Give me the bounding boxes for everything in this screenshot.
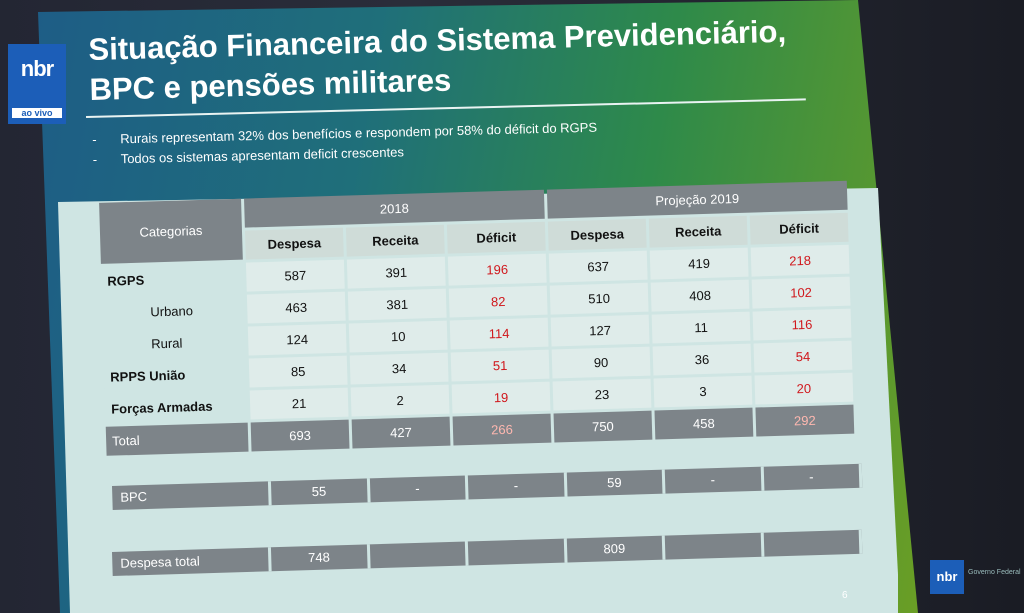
financial-table: Categorias 2018 Projeção 2019 Despesa Re… — [96, 178, 857, 459]
nbr-bottom-logo: nbr — [930, 560, 964, 594]
cell: 510 — [549, 282, 649, 315]
cell: 2 — [350, 384, 450, 417]
cell-deficit: 51 — [450, 349, 550, 382]
cell-deficit: 292 — [755, 404, 855, 437]
bottom-logo-text: Governo Federal — [968, 569, 1021, 576]
cell: 637 — [548, 250, 648, 283]
cell: 59 — [566, 469, 666, 497]
header-projecao-2019: Projeção 2019 — [546, 180, 848, 219]
col-header: Receita — [345, 224, 445, 257]
slide-page-number: 6 — [842, 590, 848, 601]
cell: 748 — [270, 544, 371, 572]
cell: 587 — [245, 259, 345, 292]
cell: 90 — [551, 346, 651, 379]
cell: 3 — [653, 375, 753, 408]
cell — [664, 532, 764, 560]
cell: 10 — [348, 320, 448, 353]
col-header: Despesa — [244, 227, 344, 260]
cell — [467, 538, 568, 566]
cell — [763, 529, 863, 557]
cell: 127 — [550, 314, 650, 347]
cell: - — [763, 463, 863, 491]
col-header: Receita — [648, 215, 748, 248]
cell: 458 — [654, 407, 754, 440]
cell-deficit: 82 — [448, 285, 548, 318]
nbr-live-logo: nbr ao vivo — [8, 44, 66, 124]
cell: 55 — [270, 478, 371, 506]
cell: 408 — [650, 279, 750, 312]
cell: 124 — [247, 323, 347, 356]
cell: 750 — [553, 410, 653, 443]
row-label: RPPS União — [103, 358, 247, 392]
cell: 427 — [351, 416, 451, 449]
cell-deficit: 196 — [447, 253, 547, 286]
cell-deficit: 20 — [754, 372, 854, 405]
cell: - — [467, 472, 568, 500]
cell-deficit: 218 — [750, 244, 850, 277]
row-label: Total — [105, 422, 249, 456]
cell: 11 — [651, 311, 751, 344]
cell-deficit: 102 — [751, 276, 851, 309]
cell: 809 — [566, 535, 666, 563]
cell-deficit: 19 — [451, 381, 551, 414]
cell: 85 — [248, 355, 348, 388]
cell: 21 — [249, 387, 349, 420]
cell: - — [369, 475, 469, 503]
col-header: Déficit — [446, 221, 546, 254]
row-label: Rural — [102, 326, 246, 360]
cell-deficit: 54 — [753, 340, 853, 373]
row-label: Urbano — [101, 294, 245, 328]
row-label: RGPS — [100, 262, 244, 296]
cell: 693 — [250, 419, 350, 452]
cell — [369, 541, 469, 569]
cell: 391 — [346, 256, 446, 289]
col-header: Déficit — [749, 212, 849, 245]
cell: 23 — [552, 378, 652, 411]
cell: 419 — [649, 247, 749, 280]
live-label: ao vivo — [12, 108, 62, 118]
nbr-logo-text: nbr — [20, 56, 54, 81]
row-label: Despesa total — [112, 547, 272, 576]
header-categorias: Categorias — [99, 198, 243, 264]
row-label: Forças Armadas — [104, 390, 248, 424]
cell: 381 — [347, 288, 447, 321]
cell: 34 — [349, 352, 449, 385]
header-2018: 2018 — [244, 189, 545, 228]
row-label: BPC — [112, 481, 272, 510]
col-header: Despesa — [547, 218, 647, 251]
cell-deficit: 116 — [752, 308, 852, 341]
cell: 463 — [246, 291, 346, 324]
cell: - — [664, 466, 764, 494]
cell-deficit: 266 — [452, 413, 552, 446]
cell: 36 — [652, 343, 752, 376]
cell-deficit: 114 — [449, 317, 549, 350]
